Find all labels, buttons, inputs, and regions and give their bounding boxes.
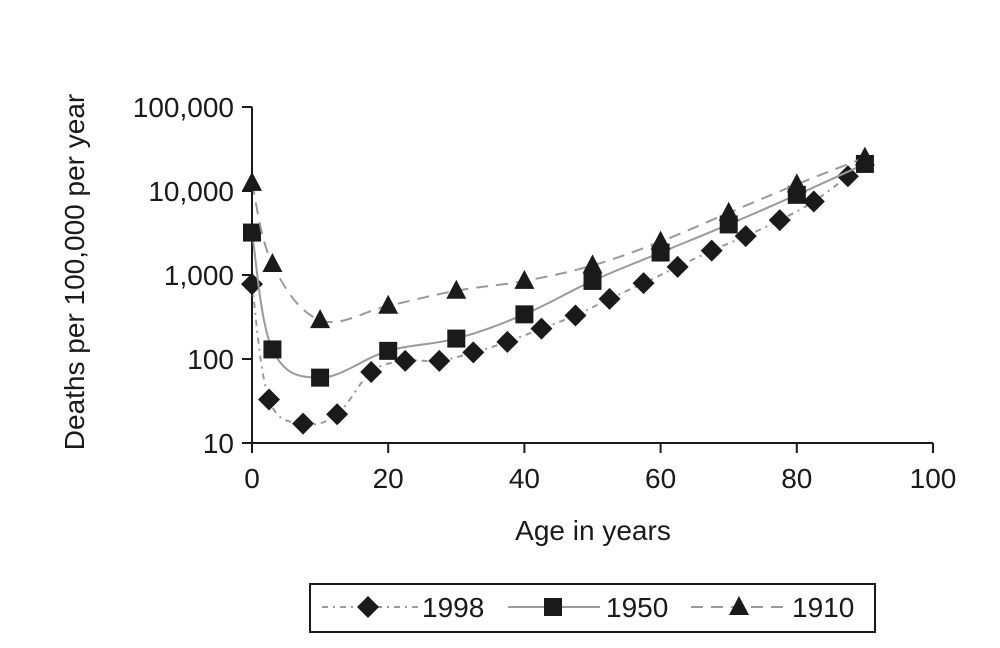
data-point-1998: [598, 287, 621, 310]
data-point-1998: [734, 225, 757, 248]
data-point-1998: [428, 349, 451, 372]
series-1950: [243, 154, 874, 387]
data-point-1998: [292, 412, 315, 435]
data-point-1950: [243, 223, 261, 242]
data-point-1998: [326, 403, 349, 426]
data-point-1998: [462, 341, 485, 364]
y-tick-label: 100,000: [133, 92, 234, 123]
legend-marker-1950: [544, 598, 562, 616]
data-point-1998: [394, 349, 417, 372]
data-point-1910: [242, 171, 262, 191]
series-line-1950: [251, 163, 866, 379]
legend: 1998 1950 1910: [309, 583, 876, 633]
legend-marker-1998: [357, 596, 379, 618]
data-point-1998: [530, 317, 553, 340]
data-point-1910: [514, 269, 535, 289]
y-tick-label: 10: [203, 428, 234, 459]
data-point-1998: [836, 165, 859, 188]
x-tick-label: 20: [373, 463, 404, 494]
legend-label-1910: 1910: [792, 592, 854, 623]
x-tick-label: 60: [645, 463, 676, 494]
y-tick-label: 10,000: [148, 176, 234, 207]
legend-label-1998: 1998: [422, 592, 484, 623]
data-point-1998: [700, 239, 723, 262]
data-point-1910: [310, 309, 331, 329]
data-point-1998: [632, 272, 655, 295]
data-point-1950: [447, 329, 466, 348]
series-1910: [242, 146, 875, 329]
data-point-1950: [583, 271, 602, 290]
x-tick-label: 40: [509, 463, 540, 494]
y-tick-label: 1,000: [164, 260, 234, 291]
data-point-1950: [263, 340, 282, 359]
data-point-1998: [496, 330, 519, 353]
x-tick-label: 0: [244, 463, 260, 494]
y-axis-title: Deaths per 100,000 per year: [59, 94, 90, 450]
x-tick-label: 100: [910, 463, 957, 494]
data-point-1998: [258, 388, 281, 411]
data-point-1910: [378, 294, 399, 314]
series-line-1998: [251, 175, 849, 426]
axes: 10 100 1,000 10,000 100,000 0 20 40 60 80 100 Age i…: [59, 92, 956, 546]
data-point-1950: [379, 341, 398, 360]
legend-label-1950: 1950: [606, 592, 668, 623]
legend-entry-1950: 1950: [508, 592, 668, 623]
data-point-1950: [515, 305, 534, 324]
series-1998: [241, 165, 859, 435]
data-point-1998: [564, 304, 587, 327]
data-point-1910: [262, 253, 283, 273]
data-point-1910: [718, 201, 739, 221]
data-point-1910: [786, 173, 807, 193]
data-point-1910: [446, 279, 467, 299]
data-point-1910: [650, 230, 671, 250]
y-tick-label: 100: [187, 344, 234, 375]
x-tick-label: 80: [781, 463, 812, 494]
data-point-1998: [802, 190, 825, 213]
legend-marker-1910: [729, 596, 749, 615]
data-point-1998: [360, 361, 383, 384]
series-layer: [241, 146, 875, 435]
legend-entry-1910: 1910: [691, 592, 854, 623]
data-point-1910: [854, 146, 875, 166]
data-point-1910: [582, 254, 603, 274]
data-point-1998: [666, 255, 689, 278]
data-point-1998: [768, 209, 791, 232]
data-point-1950: [311, 368, 330, 387]
legend-entry-1998: 1998: [322, 592, 484, 623]
x-axis-title: Age in years: [515, 515, 671, 546]
